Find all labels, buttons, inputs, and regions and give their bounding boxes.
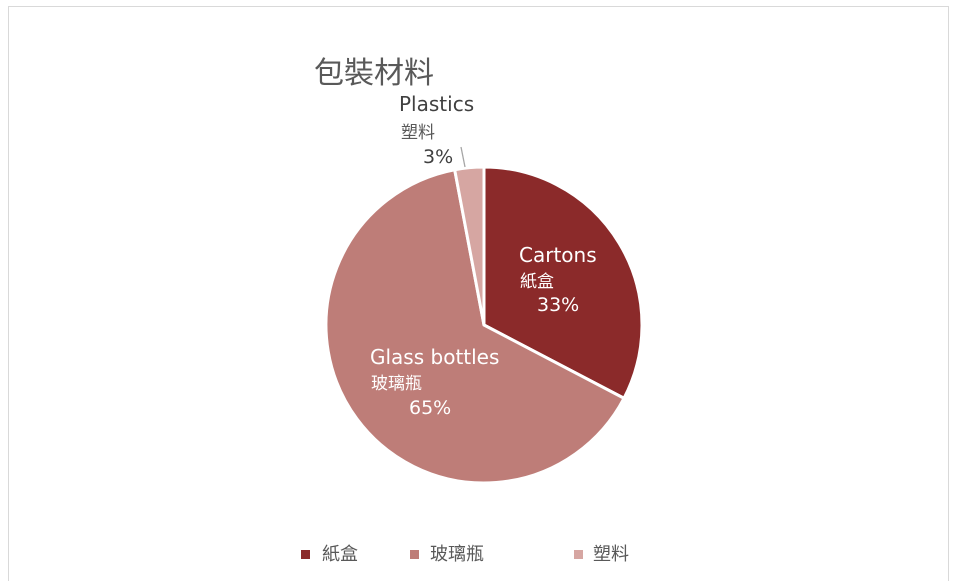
slice-cartons bbox=[482, 165, 644, 401]
legend: 紙盒 玻璃瓶 塑料 bbox=[301, 544, 629, 565]
label-glass-en: Glass bottles bbox=[370, 345, 499, 369]
label-glass-zh: 玻璃瓶 bbox=[371, 374, 422, 394]
legend-label-cartons: 紙盒 bbox=[322, 544, 358, 565]
label-cartons-en: Cartons bbox=[519, 243, 597, 267]
legend-swatch-plastics bbox=[574, 550, 583, 559]
label-plastics-en: Plastics bbox=[399, 92, 474, 116]
legend-swatch-glass bbox=[410, 550, 419, 559]
slice-plastics bbox=[452, 165, 486, 326]
chart-frame: 包裝材料 Plastics 塑料 3% Cartons 紙盒 33% Glass… bbox=[8, 6, 949, 581]
label-cartons-pct: 33% bbox=[537, 294, 579, 316]
pie-slices bbox=[324, 165, 644, 485]
label-cartons-zh: 紙盒 bbox=[520, 272, 554, 292]
legend-label-glass: 玻璃瓶 bbox=[430, 544, 484, 565]
slice-glass-bottles bbox=[324, 167, 627, 485]
label-plastics-zh: 塑料 bbox=[401, 123, 435, 143]
label-glass-pct: 65% bbox=[409, 397, 451, 419]
legend-swatch-cartons bbox=[301, 550, 310, 559]
plastics-leader-line bbox=[460, 146, 466, 168]
label-plastics-pct: 3% bbox=[423, 146, 453, 168]
chart-title: 包裝材料 bbox=[314, 56, 434, 91]
pie-chart: 包裝材料 Plastics 塑料 3% Cartons 紙盒 33% Glass… bbox=[301, 56, 644, 565]
legend-label-plastics: 塑料 bbox=[593, 544, 629, 565]
